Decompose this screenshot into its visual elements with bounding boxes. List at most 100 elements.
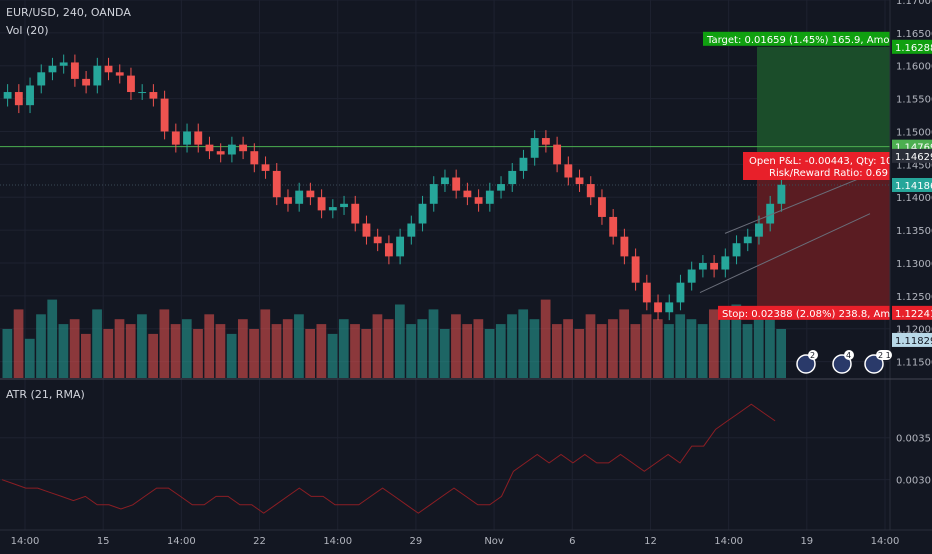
volume-bar <box>125 324 136 378</box>
candle[interactable] <box>104 65 113 73</box>
candle[interactable] <box>59 62 68 66</box>
candle[interactable] <box>598 197 606 217</box>
candle[interactable] <box>687 269 696 283</box>
candle[interactable] <box>575 177 584 185</box>
candle[interactable] <box>70 62 79 79</box>
candle[interactable] <box>194 131 203 145</box>
candle[interactable] <box>665 302 674 313</box>
loss-zone[interactable] <box>757 155 890 313</box>
candle[interactable] <box>609 216 618 237</box>
candle[interactable] <box>407 223 416 237</box>
candle[interactable] <box>340 203 348 208</box>
volume-legend[interactable]: Vol (20) <box>6 24 49 37</box>
volume-bar <box>776 329 786 378</box>
candle[interactable] <box>743 236 752 244</box>
candle[interactable] <box>82 78 91 86</box>
candle[interactable] <box>519 157 528 171</box>
candle[interactable] <box>485 190 494 204</box>
price-tag: 1.14769 <box>895 143 932 154</box>
volume-bar <box>686 319 697 378</box>
candle[interactable] <box>317 197 326 211</box>
candle[interactable] <box>227 144 236 155</box>
candle[interactable] <box>149 92 158 99</box>
candle[interactable] <box>384 243 393 257</box>
candle[interactable] <box>541 138 550 145</box>
candle[interactable] <box>631 256 640 283</box>
candle[interactable] <box>115 72 124 76</box>
candle[interactable] <box>497 184 505 191</box>
stop-label-bg[interactable] <box>718 305 893 320</box>
candle[interactable] <box>93 65 102 86</box>
candle[interactable] <box>250 151 259 165</box>
candle[interactable] <box>620 236 629 257</box>
target-label-bg[interactable] <box>703 31 893 46</box>
candle[interactable] <box>441 177 449 185</box>
candle[interactable] <box>3 92 12 99</box>
candle[interactable] <box>642 282 651 303</box>
candle[interactable] <box>429 184 438 204</box>
channel-line[interactable] <box>724 173 871 234</box>
channel-line[interactable] <box>699 213 871 293</box>
candle[interactable] <box>710 262 719 270</box>
candle[interactable] <box>171 131 180 145</box>
volume-bar <box>383 319 394 378</box>
x-tick-label: 22 <box>253 536 266 547</box>
profit-zone[interactable] <box>757 46 890 156</box>
candle[interactable] <box>351 203 360 224</box>
atr-line[interactable] <box>1 403 776 514</box>
price-axis[interactable] <box>890 0 932 550</box>
candle[interactable] <box>14 92 23 106</box>
candle[interactable] <box>396 236 405 257</box>
candle[interactable] <box>676 282 685 303</box>
volume-bar <box>103 329 114 378</box>
candle[interactable] <box>183 131 191 145</box>
candle[interactable] <box>306 190 315 198</box>
candle[interactable] <box>26 85 34 106</box>
event-badge[interactable] <box>796 354 816 374</box>
candle[interactable] <box>721 256 730 270</box>
candle[interactable] <box>732 243 741 257</box>
candle[interactable] <box>564 164 573 178</box>
candle[interactable] <box>418 203 427 224</box>
candle[interactable] <box>239 144 248 152</box>
candle[interactable] <box>138 92 147 94</box>
volume-bar <box>92 309 102 378</box>
candle[interactable] <box>530 138 539 158</box>
candle[interactable] <box>127 75 135 93</box>
candle[interactable] <box>452 177 461 191</box>
candle[interactable] <box>474 197 483 204</box>
volume-bar <box>2 329 13 378</box>
candle[interactable] <box>698 262 707 270</box>
candle[interactable] <box>553 144 562 165</box>
candle[interactable] <box>328 207 337 211</box>
candle[interactable] <box>272 170 281 198</box>
candle[interactable] <box>777 184 786 204</box>
candle[interactable] <box>586 184 595 198</box>
candle[interactable] <box>205 144 214 152</box>
pnl-box[interactable] <box>743 152 893 180</box>
atr-legend[interactable]: ATR (21, RMA) <box>6 388 85 401</box>
candle[interactable] <box>216 151 225 155</box>
event-badge[interactable] <box>864 354 884 374</box>
candle[interactable] <box>362 223 371 237</box>
volume-bar <box>417 319 428 378</box>
candle[interactable] <box>261 164 270 171</box>
candle[interactable] <box>463 190 472 198</box>
volume-bar <box>540 299 551 378</box>
candle[interactable] <box>160 98 169 132</box>
candle[interactable] <box>654 302 662 313</box>
candle[interactable] <box>284 197 292 204</box>
symbol-legend[interactable]: EUR/USD, 240, OANDA <box>6 6 131 19</box>
candle[interactable] <box>755 223 763 237</box>
candle[interactable] <box>48 65 57 73</box>
candle[interactable] <box>508 170 517 185</box>
candle[interactable] <box>766 203 775 224</box>
candle[interactable] <box>295 190 304 204</box>
event-badge[interactable] <box>832 354 852 374</box>
price-tag-bg <box>892 305 932 320</box>
candle[interactable] <box>373 236 382 244</box>
candle[interactable] <box>37 72 46 86</box>
x-tick-label: 14:00 <box>167 536 196 547</box>
